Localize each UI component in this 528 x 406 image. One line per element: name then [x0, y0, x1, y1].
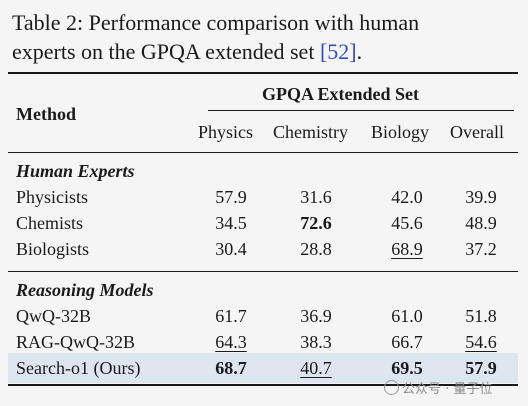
row-method-ours: Search-o1 (Ours): [16, 358, 141, 378]
cell-overall: 37.2: [465, 239, 497, 259]
cell-chemistry: 38.3: [300, 332, 332, 352]
cell-biology: 45.6: [391, 213, 423, 233]
section-title: Human Experts: [16, 161, 135, 181]
top-rule: [8, 72, 518, 74]
cell-biology: 61.0: [391, 306, 423, 326]
cell-biology: 66.7: [391, 332, 423, 352]
cell-biology-best: 69.5: [391, 358, 423, 378]
section-rule: [8, 271, 518, 272]
row-method: Chemists: [16, 213, 84, 233]
header-rule: [8, 152, 518, 153]
caption-line-1: Table 2: Performance comparison with hum…: [12, 10, 420, 35]
cell-physics: 57.9: [215, 187, 247, 207]
cell-chemistry: 36.9: [300, 306, 332, 326]
bottom-rule: [8, 384, 518, 386]
group-header: GPQA Extended Set: [262, 84, 420, 104]
cell-biology: 42.0: [391, 187, 423, 207]
cell-chemistry: 28.8: [300, 239, 332, 259]
wechat-icon: [384, 380, 399, 395]
cell-overall-second: 54.6: [465, 332, 497, 352]
cell-physics: 61.7: [215, 306, 247, 326]
cell-physics-best: 68.7: [215, 358, 247, 378]
row-method: Biologists: [16, 239, 90, 259]
cell-overall: 48.9: [465, 213, 497, 233]
row-method: Physicists: [16, 187, 89, 207]
cell-chemistry: 31.6: [300, 187, 332, 207]
table-caption: Table 2: Performance comparison with hum…: [12, 8, 522, 66]
row-method: QwQ-32B: [16, 306, 91, 326]
col-header-chemistry: Chemistry: [273, 122, 348, 142]
method-header: Method: [16, 104, 76, 124]
cell-biology-second: 68.9: [391, 239, 423, 259]
highlight-row: [8, 353, 518, 383]
cell-chemistry-second: 40.7: [300, 358, 332, 378]
cell-physics: 30.4: [215, 239, 247, 259]
col-header-biology: Biology: [371, 122, 430, 142]
col-header-physics: Physics: [198, 122, 254, 142]
cell-overall-best: 57.9: [465, 358, 497, 378]
watermark: 公众号 · 量子位: [384, 378, 492, 397]
cell-physics-second: 64.3: [215, 332, 247, 352]
cell-chemistry-best: 72.6: [300, 213, 332, 233]
cell-overall: 51.8: [465, 306, 497, 326]
caption-line-2: experts on the GPQA extended set [52].: [12, 39, 363, 64]
row-method: RAG-QwQ-32B: [16, 332, 135, 352]
cell-physics: 34.5: [215, 213, 247, 233]
col-header-overall: Overall: [450, 122, 504, 142]
cell-overall: 39.9: [465, 187, 497, 207]
section-title: Reasoning Models: [16, 280, 154, 300]
group-rule: [208, 110, 514, 111]
citation-link[interactable]: [52]: [319, 39, 357, 64]
